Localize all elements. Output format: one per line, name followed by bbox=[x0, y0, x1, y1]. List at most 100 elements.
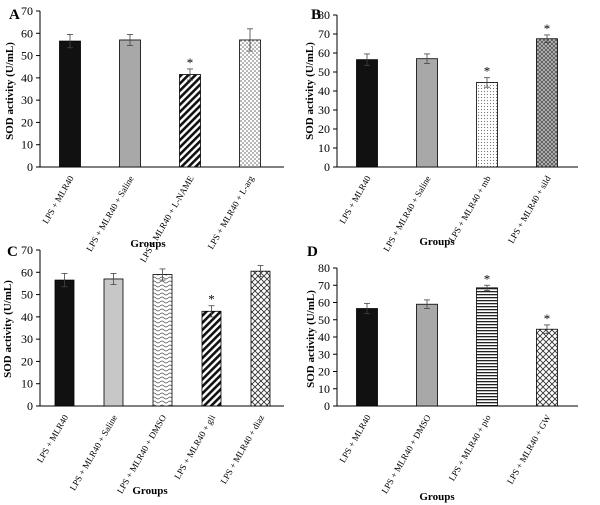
panel-a-error-bar bbox=[67, 34, 73, 49]
panel-c-bar bbox=[250, 270, 271, 407]
panel-d-category-label: LPS + MLR40 bbox=[337, 413, 373, 465]
panel-d-y-axis: 0 10 20 30 40 50 60 70 80 bbox=[318, 261, 337, 413]
panel-c-ytick-label: 10 bbox=[21, 377, 33, 391]
panel-b-ytick-label: 0 bbox=[324, 160, 330, 174]
panel-d-ytick-label: 50 bbox=[318, 313, 330, 327]
panel-c-ytick-label: 30 bbox=[21, 332, 33, 346]
panel-b-y-axis: 0 10 20 30 40 50 60 70 80 bbox=[318, 8, 337, 174]
panel-d-error-bar bbox=[424, 299, 430, 309]
panel-d-error-bar bbox=[364, 302, 370, 315]
panel-c-error-bar bbox=[61, 272, 68, 288]
panel-a-ytick-label: 50 bbox=[21, 49, 33, 63]
panel-b-ytick-label: 40 bbox=[318, 84, 330, 98]
panel-b-error-bar bbox=[544, 34, 550, 43]
panel-a-ytick-label: 70 bbox=[21, 4, 33, 18]
panel-b-ytick-label: 80 bbox=[318, 8, 330, 22]
panel-c-ytick-label: 0 bbox=[27, 399, 33, 413]
panel-a-ytick-label: 10 bbox=[21, 138, 33, 152]
panel-a-ylabel: SOD activity (U/mL) bbox=[4, 42, 16, 140]
panel-a-bar bbox=[119, 39, 141, 168]
panel-b-significance-marker: * bbox=[544, 21, 551, 36]
panel-c-bar bbox=[201, 310, 222, 407]
panel-c-category-label: LPS + MLR40 + DMSO bbox=[115, 413, 168, 496]
panel-a-category-label: LPS + MLR40 + L-arg bbox=[206, 174, 256, 251]
panel-a-category-label: LPS + MLR40 + Saline bbox=[84, 174, 135, 253]
panel-c-letter: C bbox=[7, 244, 18, 260]
panel-d-significance-marker: * bbox=[484, 271, 491, 286]
panel-a-category-label: LPS + MLR40 + L-NAME bbox=[138, 174, 196, 264]
panel-a-bar bbox=[179, 74, 201, 168]
panel-c-xlabel: Groups bbox=[132, 485, 168, 497]
panel-b: B SOD activity (U/mL) 01020304050607080 … bbox=[304, 7, 578, 253]
panel-a-category-label: LPS + MLR40 bbox=[40, 174, 76, 226]
panel-b-bar bbox=[356, 59, 378, 168]
panel-c-category-label: LPS + MLR40 + Saline bbox=[68, 413, 119, 492]
panel-a-xlabel: Groups bbox=[130, 238, 166, 250]
panel-d-ytick-label: 0 bbox=[324, 399, 330, 413]
panel-a-error-bar bbox=[247, 28, 253, 52]
panel-a: A SOD activity (U/mL) 0 10 20 30 40 50 60 70 LP… bbox=[4, 4, 284, 264]
panel-a-ytick-label: 40 bbox=[21, 71, 33, 85]
panel-c-error-bar bbox=[110, 272, 117, 285]
panel-b-category-label: LPS + MLR40 + mb bbox=[447, 174, 493, 244]
panel-a-error-bar bbox=[187, 68, 193, 81]
panel-b-bars: LPS + MLR40 LPS + MLR40 + Saline*LPS + ML… bbox=[337, 21, 558, 253]
panel-d-ylabel: SOD activity (U/mL) bbox=[305, 290, 317, 388]
panel-d-error-bar bbox=[544, 324, 550, 334]
panel-a-ytick-label: 20 bbox=[21, 115, 33, 129]
panel-c-bar bbox=[54, 279, 75, 407]
panel-a-ytick-label: 0 bbox=[27, 160, 33, 174]
panel-b-ytick-label: 50 bbox=[318, 65, 330, 79]
panel-d-significance-marker: * bbox=[544, 311, 551, 326]
panel-d-category-label: LPS + MLR40 + GW bbox=[505, 413, 553, 486]
panel-b-error-bar bbox=[364, 53, 370, 66]
panel-b-error-bar bbox=[424, 53, 430, 64]
panel-b-ytick-label: 60 bbox=[318, 46, 330, 60]
panel-c-y-axis: 0 10 20 30 40 50 60 70 bbox=[21, 243, 40, 413]
panel-c-ytick-label: 20 bbox=[21, 354, 33, 368]
panel-d-ytick-label: 10 bbox=[318, 382, 330, 396]
panel-b-error-bar bbox=[484, 77, 490, 88]
panel-b-ylabel: SOD activity (U/mL) bbox=[304, 42, 316, 140]
panel-c-ytick-label: 50 bbox=[21, 288, 33, 302]
panel-b-ytick-label: 20 bbox=[318, 122, 330, 136]
panel-d-ytick-label: 20 bbox=[318, 365, 330, 379]
panel-c-category-label: LPS + MLR40 bbox=[35, 413, 71, 465]
panel-c-error-bar bbox=[257, 265, 264, 278]
panel-c-ytick-label: 70 bbox=[21, 243, 33, 257]
panel-d-category-label: LPS + MLR40 + DMSO bbox=[379, 413, 432, 496]
panel-d-category-label: LPS + MLR40 + pio bbox=[447, 413, 493, 483]
panel-a-ytick-label: 30 bbox=[21, 93, 33, 107]
panel-c-ytick-label: 40 bbox=[21, 310, 33, 324]
panel-d-ytick-label: 40 bbox=[318, 330, 330, 344]
panel-c-error-bar bbox=[208, 305, 215, 318]
panel-b-ytick-label: 10 bbox=[318, 141, 330, 155]
panel-d-bar bbox=[416, 303, 438, 407]
panel-d-error-bar bbox=[484, 284, 490, 291]
panel-b-xlabel: Groups bbox=[419, 236, 455, 248]
panel-d: D SOD activity (U/mL) 01020304050607080 … bbox=[305, 244, 578, 503]
panel-a-bars: LPS + MLR40 LPS + MLR40 + Saline * LPS + ML… bbox=[40, 28, 261, 264]
panel-d-ytick-label: 80 bbox=[318, 261, 330, 275]
panel-d-ytick-label: 70 bbox=[318, 278, 330, 292]
panel-c-bar bbox=[152, 274, 173, 407]
panel-c-error-bar bbox=[159, 268, 166, 281]
panel-c-ytick-label: 60 bbox=[21, 265, 33, 279]
panel-b-category-label: LPS + MLR40 bbox=[337, 174, 373, 226]
panel-d-ytick-label: 30 bbox=[318, 347, 330, 361]
panel-a-significance-marker: * bbox=[187, 55, 194, 70]
panel-d-bar bbox=[476, 287, 498, 407]
panel-b-category-label: LPS + MLR40 + sild bbox=[506, 174, 553, 245]
panel-d-bar bbox=[356, 308, 378, 407]
panel-d-ytick-label: 60 bbox=[318, 296, 330, 310]
panel-b-letter: B bbox=[311, 7, 321, 23]
panel-d-bars: LPS + MLR40 LPS + MLR40 + DMSO * LPS + MLR4… bbox=[337, 271, 558, 496]
panel-c-category-label: LPS + MLR40 + diaz bbox=[218, 413, 266, 486]
panel-b-bar bbox=[536, 38, 558, 168]
panel-b-ytick-label: 70 bbox=[318, 27, 330, 41]
panel-a-bar bbox=[59, 40, 81, 168]
panel-d-letter: D bbox=[307, 244, 318, 260]
panel-d-xlabel: Groups bbox=[419, 491, 455, 503]
